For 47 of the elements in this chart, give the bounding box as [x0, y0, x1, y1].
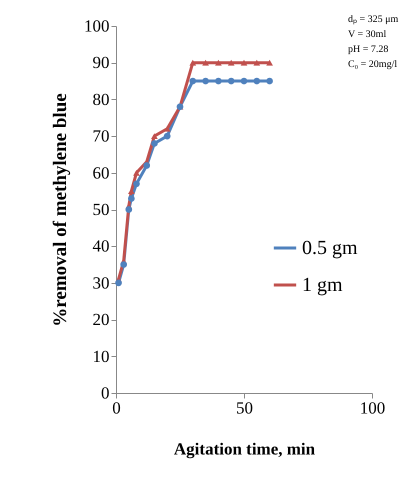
y-tick-label: 0 [101, 384, 110, 402]
point [253, 78, 260, 84]
point [202, 60, 209, 66]
y-tick-label: 50 [92, 200, 110, 219]
point [215, 78, 222, 84]
point [151, 140, 158, 147]
point [133, 170, 140, 176]
y-tick-label: 100 [84, 16, 110, 36]
x-tick-label: 0 [112, 398, 121, 418]
text: dₚ = 325 μm [348, 14, 398, 25]
point [202, 78, 209, 84]
x-tick-label: 100 [360, 398, 386, 418]
y-tick-label: 20 [92, 310, 110, 330]
annotation: V = 30ml [348, 29, 386, 40]
legend-label: 0.5 gm [302, 237, 358, 259]
point [189, 60, 196, 66]
point [143, 162, 150, 169]
annotation: pH = 7.28 [348, 44, 388, 55]
annotation: C₀ = 20mg/l [348, 59, 398, 70]
point [120, 261, 128, 268]
point [266, 78, 273, 84]
point [133, 180, 140, 188]
point [128, 195, 135, 202]
point [115, 280, 122, 286]
point [164, 132, 171, 140]
point [189, 78, 196, 84]
x-tick-label: 50 [236, 398, 253, 418]
point [228, 78, 235, 84]
y-axis-title: %removal of methylene blue [50, 93, 71, 327]
point [253, 60, 260, 66]
y-tick-label: 80 [92, 90, 110, 109]
legend-label: 1 gm [302, 274, 343, 296]
y-tick-label: 10 [92, 346, 110, 366]
y-tick-label: 60 [92, 163, 110, 182]
y-tick-label: 40 [92, 236, 110, 256]
point [215, 60, 222, 66]
point [240, 60, 248, 66]
point [164, 126, 171, 132]
y-tick-label: 70 [92, 126, 110, 146]
point [240, 78, 248, 84]
y-tick-label: 90 [92, 53, 110, 72]
y-tick-label: 30 [92, 273, 110, 292]
point [228, 60, 235, 66]
point [266, 60, 273, 66]
point [151, 133, 158, 140]
x-axis-title: Agitation time, min [174, 440, 316, 458]
point [125, 206, 132, 213]
